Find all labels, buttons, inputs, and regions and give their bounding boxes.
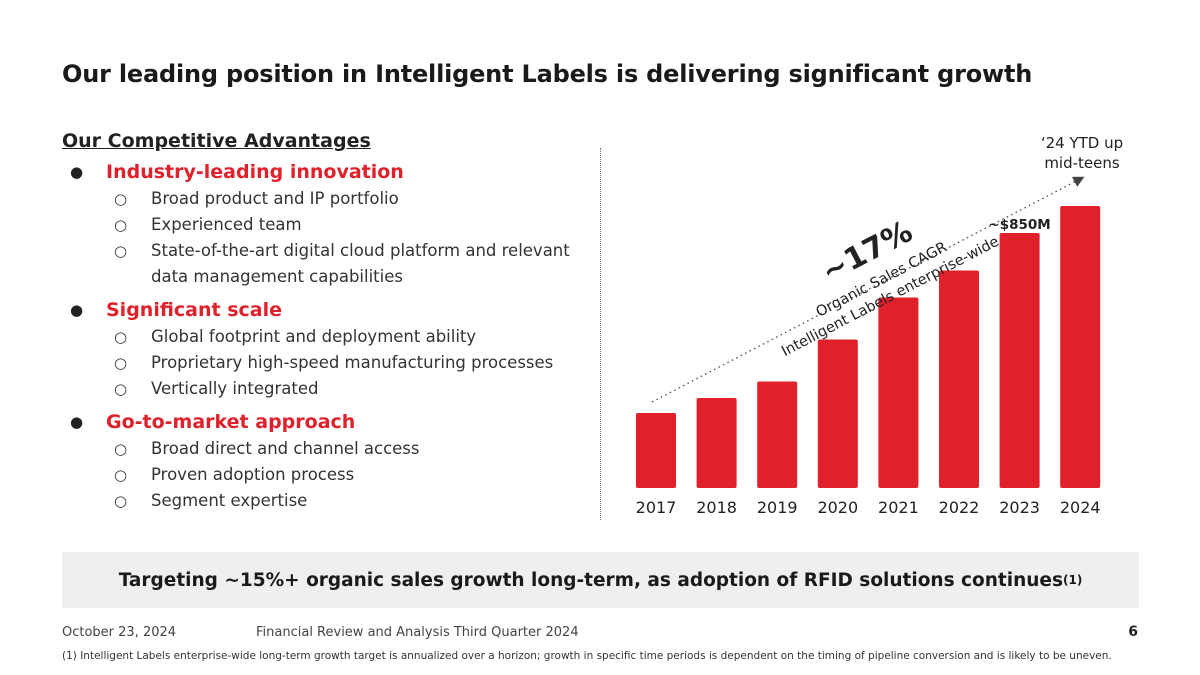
section-divider <box>600 148 601 520</box>
footer-date: October 23, 2024 <box>62 625 177 640</box>
banner-footnote-ref: (1) <box>1062 573 1083 587</box>
ticks-layer: 2017 2018 2019 2020 2021 2022 2023 2024 <box>636 498 1101 517</box>
chart-canvas: 2017 2018 2019 2020 2021 2022 2023 2024 ~17% Or… <box>636 134 1124 517</box>
advantage-item: Proven adoption process <box>62 462 582 488</box>
advantage-item: Broad direct and channel access <box>62 436 582 462</box>
x-tick-label: 2021 <box>878 498 919 517</box>
x-tick-label: 2020 <box>817 498 858 517</box>
bar-2023 <box>999 233 1040 488</box>
advantage-heading: Significant scale <box>62 296 582 324</box>
advantages-list: Industry-leading innovation Broad produc… <box>62 158 582 520</box>
sales-bar-chart: 2017 2018 2019 2020 2021 2022 2023 2024 ~17% Or… <box>620 120 1160 534</box>
advantage-item: Segment expertise <box>62 488 582 514</box>
footer-document-title: Financial Review and Analysis Third Quar… <box>256 625 579 640</box>
bar-2021 <box>878 297 919 488</box>
advantages-heading: Our Competitive Advantages <box>62 130 371 152</box>
advantage-item: Proprietary high-speed manufacturing pro… <box>62 350 582 376</box>
advantage-heading: Go-to-market approach <box>62 408 582 436</box>
ytd-label-line1: ‘24 YTD up <box>1041 134 1123 152</box>
bar-2019 <box>757 381 798 488</box>
bar-2017 <box>636 413 676 488</box>
x-tick-label: 2017 <box>636 498 677 517</box>
advantage-item: Global footprint and deployment ability <box>62 324 582 350</box>
growth-target-banner: Targeting ~15%+ organic sales growth lon… <box>62 552 1139 608</box>
bars-layer <box>636 206 1101 488</box>
bar-value-label-2023: ~$850M <box>988 217 1050 233</box>
x-tick-label: 2018 <box>696 498 737 517</box>
bar-2022 <box>939 270 979 488</box>
advantage-heading: Industry-leading innovation <box>62 158 582 186</box>
bar-2018 <box>696 398 737 488</box>
page-number: 6 <box>1128 624 1138 640</box>
cagr-trend-arrow <box>651 176 1085 403</box>
advantage-item: Vertically integrated <box>62 376 582 402</box>
banner-text: Targeting ~15%+ organic sales growth lon… <box>118 569 1063 591</box>
advantage-group: Industry-leading innovation Broad produc… <box>62 158 582 290</box>
advantage-item: State-of-the-art digital cloud platform … <box>62 238 582 290</box>
advantage-item: Experienced team <box>62 212 582 238</box>
advantage-group: Go-to-market approach Broad direct and c… <box>62 408 582 514</box>
x-tick-label: 2022 <box>939 498 980 517</box>
slide-title: Our leading position in Intelligent Labe… <box>62 60 1033 88</box>
x-tick-label: 2019 <box>757 498 798 517</box>
ytd-label-line2: mid-teens <box>1044 154 1120 172</box>
bar-2024 <box>1060 206 1101 488</box>
footnote: (1) Intelligent Labels enterprise-wide l… <box>62 650 1112 662</box>
x-tick-label: 2023 <box>999 498 1040 517</box>
bar-2020 <box>817 339 858 488</box>
advantage-item: Broad product and IP portfolio <box>62 186 582 212</box>
x-tick-label: 2024 <box>1060 498 1101 517</box>
advantage-group: Significant scale Global footprint and d… <box>62 296 582 402</box>
